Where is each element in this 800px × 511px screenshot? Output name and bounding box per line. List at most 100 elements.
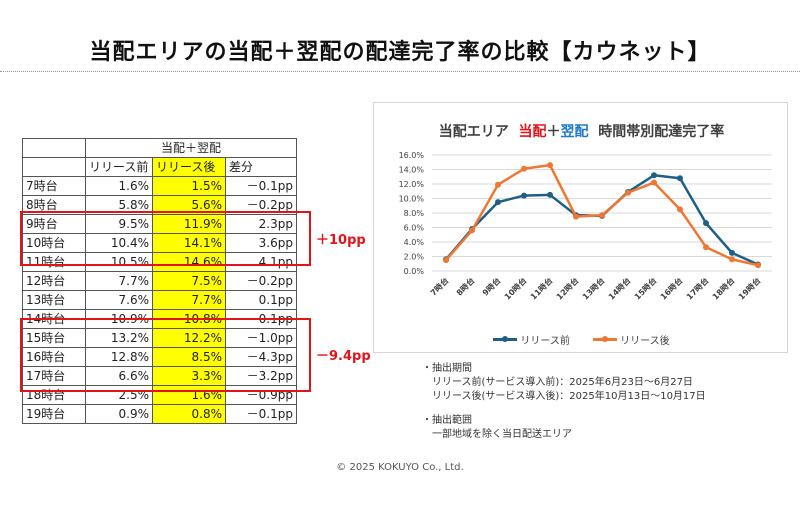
cell-after: 7.5% (152, 271, 226, 291)
header-after: リリース後 (152, 157, 226, 177)
legend-label-after: リリース後 (620, 336, 670, 347)
table-row: 19時台 0.9% 0.8% －0.1pp (22, 404, 297, 424)
x-tick-label: 10時台 (502, 275, 528, 301)
x-tick-label: 12時台 (554, 275, 580, 301)
legend-line-before-icon (493, 336, 518, 342)
data-point-1 (495, 181, 501, 188)
data-point-0 (677, 175, 683, 182)
data-point-1 (547, 162, 553, 169)
data-point-0 (703, 220, 709, 227)
y-tick-label: 16.0% (399, 151, 425, 160)
data-point-1 (521, 165, 527, 172)
data-point-0 (547, 191, 553, 198)
group-header: 当配＋翌配 (85, 138, 297, 158)
notes: ・抽出期間 リリース前(サービス導入前)：2025年6月23日～6月27日 リリ… (422, 362, 706, 442)
x-tick-label: 9時台 (480, 275, 502, 297)
table-row: 13時台 7.6% 7.7% 0.1pp (22, 290, 297, 310)
table-corner-cell (22, 138, 86, 158)
data-point-1 (729, 256, 735, 263)
y-tick-label: 6.0% (404, 224, 425, 233)
cell-after: 11.9% (152, 214, 226, 234)
cell-hour: 13時台 (22, 290, 86, 310)
table-row: 8時台 5.8% 5.6% －0.2pp (22, 195, 297, 215)
data-point-1 (755, 262, 761, 269)
morning-diff-label: ＋10pp (316, 233, 366, 248)
title-divider (0, 71, 800, 72)
series-line-0 (445, 174, 759, 266)
chart-title: 当配エリア 当配＋翌配 時間帯別配達完了率 (374, 121, 789, 141)
x-tick-label: 14時台 (606, 275, 632, 301)
x-tick-label: 8時台 (454, 275, 476, 297)
table-row: 12時台 7.7% 7.5% －0.2pp (22, 271, 297, 291)
y-tick-label: 14.0% (399, 166, 425, 175)
chart-title-part-same-day: 当配 (518, 124, 547, 140)
cell-before: 7.6% (85, 290, 153, 310)
cell-after: 5.6% (152, 195, 226, 215)
cell-diff: 3.6pp (225, 233, 297, 253)
y-tick-label: 0.0% (404, 267, 425, 276)
header-diff: 差分 (225, 157, 297, 177)
cell-after: 7.7% (152, 290, 226, 310)
scope-text: 一部地域を除く当日配送エリア (432, 429, 572, 440)
cell-hour: 17時台 (22, 366, 86, 386)
page-title: 当配エリアの当配＋翌配の配達完了率の比較【カウネット】 (89, 40, 711, 65)
data-point-1 (599, 212, 605, 219)
cell-after: 0.8% (152, 404, 226, 424)
chart-legend: リリース前 リリース後 (374, 332, 789, 347)
cell-after: 14.1% (152, 233, 226, 253)
chart-title-part-next-day: 翌配 (560, 124, 589, 140)
scope-heading: ・抽出範囲 (422, 415, 472, 426)
cell-hour: 7時台 (22, 176, 86, 196)
y-tick-label: 12.0% (399, 180, 425, 189)
period-heading: ・抽出期間 (422, 363, 472, 374)
data-point-0 (521, 192, 527, 199)
legend-item-before: リリース前 (493, 332, 570, 347)
afternoon-highlight-box (20, 318, 311, 392)
x-tick-label: 16時台 (658, 275, 684, 301)
cell-diff: －0.2pp (225, 271, 297, 291)
copyright-footer: © 2025 KOKUYO Co., Ltd. (336, 462, 464, 473)
data-point-1 (703, 244, 709, 251)
x-tick-label: 7時台 (428, 275, 450, 297)
afternoon-diff-label: －9.4pp (316, 349, 371, 364)
cell-hour: 9時台 (22, 214, 86, 234)
cell-diff: 0.1pp (225, 290, 297, 310)
table-row: 17時台 6.6% 3.3% －3.2pp (22, 366, 297, 386)
data-point-1 (469, 227, 475, 234)
legend-item-after: リリース後 (593, 332, 670, 347)
cell-diff: －0.1pp (225, 176, 297, 196)
y-tick-label: 10.0% (399, 195, 425, 204)
table-row: 7時台 1.6% 1.5% －0.1pp (22, 176, 297, 196)
data-point-1 (573, 213, 579, 220)
legend-line-after-icon (593, 336, 618, 342)
table-header-row: リリース前 リリース後 差分 (22, 157, 297, 177)
x-tick-label: 11時台 (528, 275, 554, 301)
cell-before: 7.7% (85, 271, 153, 291)
data-point-0 (651, 172, 657, 179)
data-point-1 (651, 179, 657, 186)
cell-after: 3.3% (152, 366, 226, 386)
x-tick-label: 15時台 (632, 275, 658, 301)
cell-before: 1.6% (85, 176, 153, 196)
morning-highlight-box (20, 211, 311, 266)
table-group-header-row: 当配＋翌配 (22, 138, 297, 158)
x-tick-label: 17時台 (684, 275, 710, 301)
cell-before: 13.2% (85, 328, 153, 348)
data-point-1 (677, 206, 683, 213)
data-point-1 (625, 189, 631, 196)
x-tick-label: 18時台 (710, 275, 736, 301)
chart-panel: 当配エリア 当配＋翌配 時間帯別配達完了率 0.0% 2.0% 4.0% 6.0% 8.… (373, 102, 788, 353)
data-point-1 (443, 257, 449, 264)
cell-before: 0.9% (85, 404, 153, 424)
header-hour (22, 157, 86, 177)
cell-after: 8.5% (152, 347, 226, 367)
data-point-0 (495, 199, 501, 206)
x-tick-label: 13時台 (580, 275, 606, 301)
chart-title-part-1: 当配エリア (438, 124, 509, 140)
cell-hour: 12時台 (22, 271, 86, 291)
period-before: リリース前(サービス導入前)：2025年6月23日～6月27日 (432, 377, 693, 388)
y-tick-label: 4.0% (404, 238, 425, 247)
table-row: 15時台 13.2% 12.2% －1.0pp (22, 328, 297, 348)
cell-hour: 16時台 (22, 347, 86, 367)
line-chart: 0.0% 2.0% 4.0% 6.0% 8.0% 10.0% 12.0% 14.0% 16.0%… (399, 151, 772, 302)
